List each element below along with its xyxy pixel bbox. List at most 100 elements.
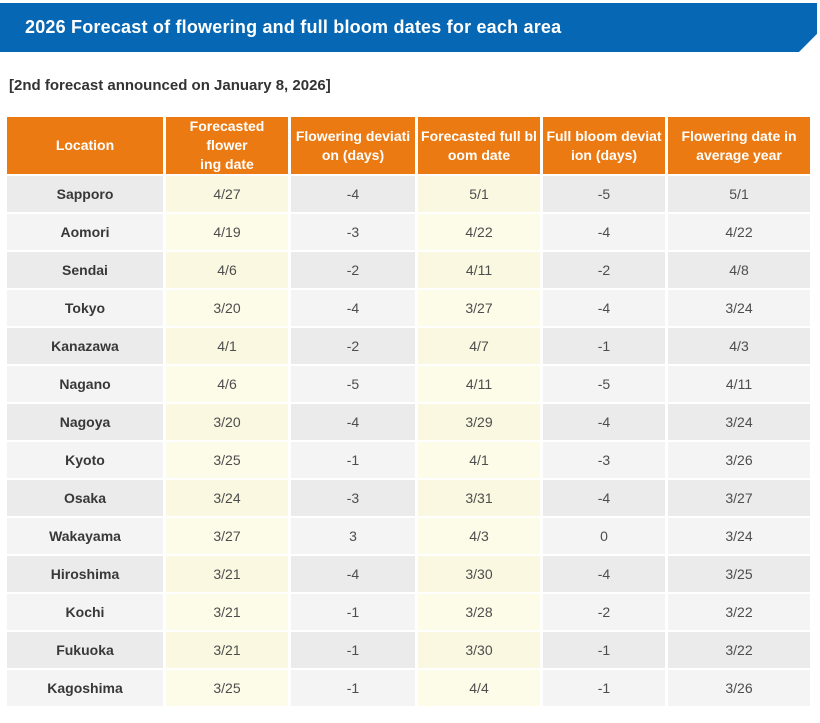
flowering-date-in-average-year-cell: 3/24 <box>668 290 810 326</box>
forecasted-full-bloom-date-cell: 4/7 <box>418 328 540 364</box>
table-row: Kyoto 3/25 -1 4/1 -3 3/26 <box>7 442 810 478</box>
forecasted-flowering-date-cell: 4/6 <box>166 252 288 288</box>
flowering-deviation-days-cell: -2 <box>291 252 415 288</box>
flowering-deviation-days-cell: -4 <box>291 290 415 326</box>
table-row: Osaka 3/24 -3 3/31 -4 3/27 <box>7 480 810 516</box>
location-cell: Aomori <box>7 214 163 250</box>
forecasted-flowering-date-cell: 3/21 <box>166 632 288 668</box>
forecasted-full-bloom-date-cell: 3/27 <box>418 290 540 326</box>
column-header-line: Full bloom deviat <box>546 127 662 144</box>
forecasted-full-bloom-date-cell: 3/30 <box>418 556 540 592</box>
flowering-deviation-days-cell: -3 <box>291 480 415 516</box>
table-row: Kochi 3/21 -1 3/28 -2 3/22 <box>7 594 810 630</box>
full-bloom-deviation-days-cell: -4 <box>543 480 665 516</box>
full-bloom-deviation-days-cell: -4 <box>543 404 665 440</box>
column-header-line: Forecasted full bl <box>421 127 537 144</box>
forecast-table: Location Forecasted flower ing date Floweri… <box>4 115 813 708</box>
flowering-date-in-average-year-cell: 5/1 <box>668 176 810 212</box>
location-cell: Wakayama <box>7 518 163 554</box>
flowering-date-in-average-year-cell: 3/22 <box>668 632 810 668</box>
flowering-date-in-average-year-cell: 4/22 <box>668 214 810 250</box>
forecasted-flowering-date-cell: 3/21 <box>166 556 288 592</box>
flowering-deviation-days-cell: -2 <box>291 328 415 364</box>
full-bloom-deviation-days-cell: -3 <box>543 442 665 478</box>
table-body: Sapporo 4/27 -4 5/1 -5 5/1 Aomori 4/19 -3 4/22 -4 4… <box>7 176 810 706</box>
forecasted-flowering-date-cell: 3/27 <box>166 518 288 554</box>
location-cell: Kanazawa <box>7 328 163 364</box>
forecasted-flowering-date-cell: 3/20 <box>166 290 288 326</box>
forecasted-flowering-date-cell: 4/1 <box>166 328 288 364</box>
forecasted-full-bloom-date-cell: 4/3 <box>418 518 540 554</box>
full-bloom-deviation-days-cell: 0 <box>543 518 665 554</box>
location-cell: Nagoya <box>7 404 163 440</box>
location-cell: Sendai <box>7 252 163 288</box>
table-row: Hiroshima 3/21 -4 3/30 -4 3/25 <box>7 556 810 592</box>
full-bloom-deviation-days-cell: -1 <box>543 328 665 364</box>
column-header-line: oom date <box>447 146 511 163</box>
column-header-forecasted-full-bloom-date: Forecasted full bl oom date <box>418 117 540 174</box>
forecasted-flowering-date-cell: 3/21 <box>166 594 288 630</box>
location-cell: Sapporo <box>7 176 163 212</box>
location-cell: Hiroshima <box>7 556 163 592</box>
column-header-line: ion (days) <box>570 146 638 163</box>
forecasted-flowering-date-cell: 3/25 <box>166 670 288 706</box>
flowering-date-in-average-year-cell: 3/26 <box>668 442 810 478</box>
forecasted-full-bloom-date-cell: 3/31 <box>418 480 540 516</box>
table-row: Kagoshima 3/25 -1 4/4 -1 3/26 <box>7 670 810 706</box>
flowering-deviation-days-cell: -1 <box>291 632 415 668</box>
full-bloom-deviation-days-cell: -4 <box>543 214 665 250</box>
forecast-announcement-subtitle: [2nd forecast announced on January 8, 20… <box>9 77 331 94</box>
flowering-deviation-days-cell: -1 <box>291 670 415 706</box>
flowering-date-in-average-year-cell: 3/27 <box>668 480 810 516</box>
column-header-line: on (days) <box>321 146 385 163</box>
location-cell: Kochi <box>7 594 163 630</box>
location-cell: Osaka <box>7 480 163 516</box>
column-header-flowering-deviation-days: Flowering deviati on (days) <box>291 117 415 174</box>
page-title: 2026 Forecast of flowering and full bloo… <box>25 17 562 37</box>
flowering-deviation-days-cell: -5 <box>291 366 415 402</box>
table-row: Wakayama 3/27 3 4/3 0 3/24 <box>7 518 810 554</box>
header-row: Location Forecasted flower ing date Floweri… <box>7 117 810 174</box>
location-cell: Fukuoka <box>7 632 163 668</box>
location-cell: Kagoshima <box>7 670 163 706</box>
flowering-deviation-days-cell: -4 <box>291 404 415 440</box>
full-bloom-deviation-days-cell: -2 <box>543 594 665 630</box>
full-bloom-deviation-days-cell: -2 <box>543 252 665 288</box>
table-row: Sapporo 4/27 -4 5/1 -5 5/1 <box>7 176 810 212</box>
forecasted-flowering-date-cell: 4/6 <box>166 366 288 402</box>
column-header-line: ing date <box>200 156 254 172</box>
column-header-location: Location <box>7 117 163 174</box>
forecasted-flowering-date-cell: 4/19 <box>166 214 288 250</box>
full-bloom-deviation-days-cell: -5 <box>543 366 665 402</box>
column-header-line: Location <box>55 137 115 153</box>
forecasted-full-bloom-date-cell: 5/1 <box>418 176 540 212</box>
flowering-deviation-days-cell: 3 <box>291 518 415 554</box>
column-header-flowering-date-in-average-year: Flowering date in average year <box>668 117 810 174</box>
full-bloom-deviation-days-cell: -1 <box>543 670 665 706</box>
table-row: Kanazawa 4/1 -2 4/7 -1 4/3 <box>7 328 810 364</box>
forecasted-flowering-date-cell: 4/27 <box>166 176 288 212</box>
column-header-line: Forecasted flower <box>189 118 265 153</box>
flowering-date-in-average-year-cell: 4/11 <box>668 366 810 402</box>
flowering-date-in-average-year-cell: 3/26 <box>668 670 810 706</box>
column-header-line: Flowering deviati <box>295 127 411 144</box>
full-bloom-deviation-days-cell: -1 <box>543 632 665 668</box>
flowering-deviation-days-cell: -4 <box>291 176 415 212</box>
forecasted-full-bloom-date-cell: 4/11 <box>418 252 540 288</box>
table-row: Fukuoka 3/21 -1 3/30 -1 3/22 <box>7 632 810 668</box>
column-header-line: average year <box>696 146 782 163</box>
flowering-date-in-average-year-cell: 3/24 <box>668 518 810 554</box>
flowering-date-in-average-year-cell: 4/3 <box>668 328 810 364</box>
column-header-forecasted-flowering-date: Forecasted flower ing date <box>166 117 288 174</box>
forecasted-full-bloom-date-cell: 3/28 <box>418 594 540 630</box>
table-row: Nagoya 3/20 -4 3/29 -4 3/24 <box>7 404 810 440</box>
forecasted-full-bloom-date-cell: 3/29 <box>418 404 540 440</box>
table-row: Sendai 4/6 -2 4/11 -2 4/8 <box>7 252 810 288</box>
forecasted-flowering-date-cell: 3/20 <box>166 404 288 440</box>
flowering-deviation-days-cell: -1 <box>291 594 415 630</box>
table-row: Tokyo 3/20 -4 3/27 -4 3/24 <box>7 290 810 326</box>
table-row: Nagano 4/6 -5 4/11 -5 4/11 <box>7 366 810 402</box>
location-cell: Nagano <box>7 366 163 402</box>
flowering-date-in-average-year-cell: 3/25 <box>668 556 810 592</box>
